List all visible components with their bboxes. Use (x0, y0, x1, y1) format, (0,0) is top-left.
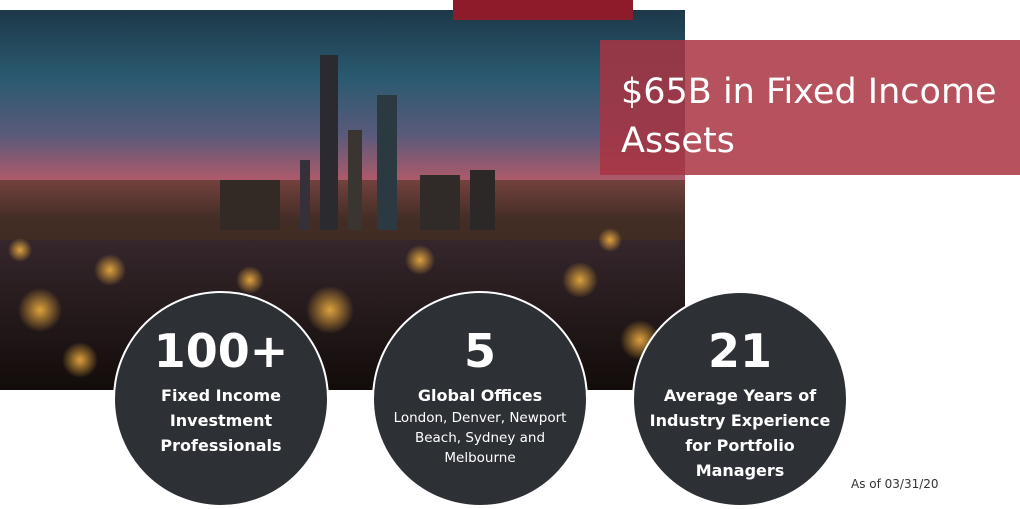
stat-circle: 21 Average Years of Industry Experience … (632, 291, 848, 507)
stat-number: 5 (463, 324, 496, 378)
city-photo (0, 10, 685, 390)
stat-label: Global Offices (417, 386, 543, 405)
headline: $65B in Fixed Income Assets (621, 72, 997, 161)
stat-circle: 100+ Fixed Income Investment Professiona… (113, 291, 329, 507)
footnote: As of 03/31/20 (851, 477, 939, 491)
stat-number: 100+ (153, 324, 289, 378)
stat-number: 21 (707, 324, 772, 378)
stat-label: Average Years of Industry Experience for… (649, 386, 831, 480)
stat-label: Fixed Income Investment Professionals (160, 386, 282, 455)
stat-circle: 5 Global Offices London, Denver, Newport… (372, 291, 588, 507)
stat-detail: London, Denver, Newport Beach, Sydney an… (393, 410, 567, 466)
accent-bar (453, 0, 633, 20)
headline-box: $65B in Fixed Income Assets (600, 40, 1020, 175)
